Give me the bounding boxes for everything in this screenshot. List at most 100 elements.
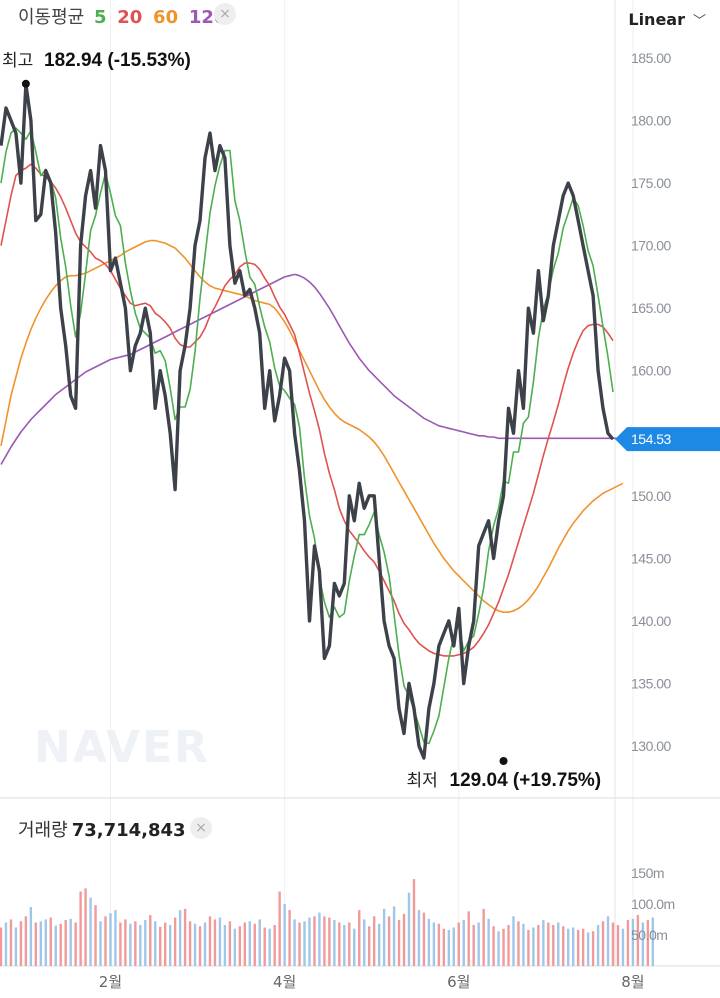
volume-bar: [432, 922, 436, 966]
volume-bar: [69, 918, 72, 966]
volume-bar: [278, 891, 281, 966]
volume-bar: [213, 919, 217, 966]
volume-bar: [168, 925, 172, 966]
volume-bar: [522, 923, 525, 966]
volume-tick-label: 150m: [631, 865, 664, 881]
volume-bar: [273, 925, 276, 966]
volume-value: 73,714,843: [71, 820, 186, 841]
volume-bar: [89, 897, 92, 966]
volume-bar: [124, 919, 127, 966]
volume-title: 거래량: [18, 820, 68, 841]
volume-bar: [377, 923, 381, 966]
x-tick-label: 6월: [447, 973, 470, 991]
volume-bar: [79, 891, 82, 966]
volume-bar: [34, 922, 38, 966]
volume-bar: [119, 922, 122, 966]
volume-bar: [104, 916, 107, 966]
volume-bar: [74, 922, 77, 966]
volume-bar: [109, 913, 112, 966]
volume-bar: [372, 916, 376, 966]
volume-bar: [452, 927, 455, 966]
volume-bar: [367, 926, 371, 966]
volume-bar: [183, 908, 187, 966]
y-tick-label: 130.00: [631, 738, 672, 754]
volume-bar: [163, 922, 167, 966]
volume-bar: [348, 922, 351, 966]
volume-bar: [328, 917, 331, 966]
volume-bar: [268, 928, 271, 966]
volume-bar: [228, 921, 232, 966]
volume-bar: [298, 922, 301, 966]
volume-bar: [457, 922, 460, 966]
low-value-label: 129.04 (+19.75%): [450, 770, 602, 791]
volume-bar: [323, 916, 326, 966]
y-tick-label: 175.00: [631, 175, 672, 191]
high-marker: [21, 79, 30, 88]
volume-bar: [512, 916, 515, 966]
volume-bar: [258, 919, 261, 966]
price-line: [0, 82, 615, 760]
volume-bar: [208, 916, 212, 966]
naver-watermark: NAVER: [34, 722, 210, 773]
volume-bar: [4, 922, 8, 966]
volume-bar: [382, 908, 386, 966]
volume-legend: 거래량 73,714,843: [18, 816, 186, 842]
volume-bar: [641, 922, 645, 966]
volume-bar: [626, 920, 630, 966]
volume-bar: [437, 923, 441, 966]
volume-bar: [646, 920, 650, 966]
volume-bar: [606, 916, 610, 966]
volume-bar: [517, 921, 520, 966]
volume-bar: [59, 923, 62, 966]
volume-bar: [253, 923, 256, 966]
volume-bar: [397, 920, 401, 966]
volume-bar: [527, 929, 530, 966]
high-value-label: 182.94 (-15.53%): [44, 50, 191, 71]
volume-bar: [223, 925, 227, 966]
volume-bar: [651, 917, 655, 966]
volume-tick-label: 100.0m: [631, 896, 675, 912]
volume-bar: [263, 927, 266, 966]
volume-bar: [129, 923, 132, 966]
y-tick-label: 165.00: [631, 300, 672, 316]
volume-bar: [596, 925, 600, 966]
volume-bar: [248, 921, 251, 966]
volume-bar: [44, 919, 47, 966]
volume-bar: [293, 919, 296, 966]
volume-bar: [477, 922, 480, 966]
volume-bar: [576, 929, 580, 966]
volume-tick-label: 50.0m: [631, 927, 667, 943]
volume-bar: [363, 919, 366, 966]
volume-bar: [353, 928, 356, 966]
ma-close-icon[interactable]: ×: [214, 3, 236, 25]
volume-bar: [14, 927, 18, 966]
volume-bar: [333, 920, 336, 966]
volume-bar: [591, 931, 595, 966]
volume-bar: [193, 923, 197, 966]
volume-bar: [392, 906, 396, 966]
volume-bar: [542, 920, 545, 966]
ma20-line: [0, 163, 614, 657]
volume-bar: [49, 917, 52, 966]
x-tick-label: 2월: [99, 973, 122, 991]
volume-bar: [318, 912, 321, 966]
y-tick-label: 160.00: [631, 363, 672, 379]
volume-bar: [447, 929, 451, 966]
volume-bar: [532, 927, 535, 966]
volume-bar: [547, 922, 550, 966]
volume-bar: [557, 922, 560, 966]
scale-label: Linear: [628, 10, 685, 29]
scale-dropdown[interactable]: Linear ﹀: [628, 10, 706, 29]
ma-60-label: 60: [153, 7, 179, 28]
volume-bar: [283, 903, 286, 966]
volume-bar: [412, 879, 416, 966]
volume-bar: [139, 925, 142, 966]
volume-close-icon[interactable]: ×: [190, 817, 212, 839]
volume-bar: [178, 910, 182, 966]
volume-bar: [19, 921, 23, 966]
volume-bar: [442, 928, 446, 966]
volume-bar: [358, 910, 361, 966]
volume-bar: [288, 910, 291, 966]
